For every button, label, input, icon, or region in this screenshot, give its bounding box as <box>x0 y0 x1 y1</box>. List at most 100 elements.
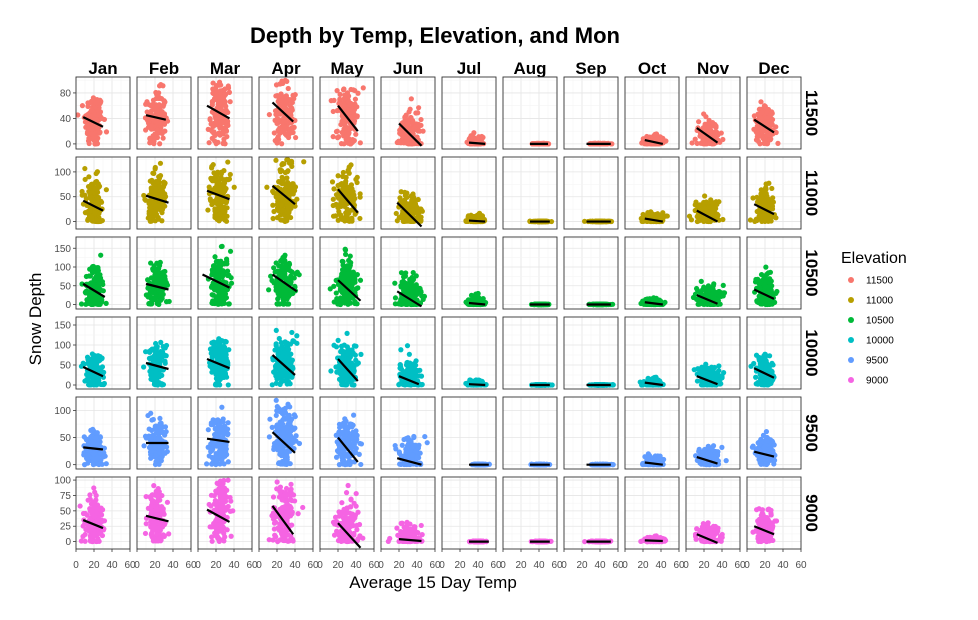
data-point <box>96 181 101 186</box>
y-tick-label: 0 <box>65 139 71 150</box>
data-point <box>278 169 283 174</box>
data-point <box>715 212 720 217</box>
data-point <box>420 129 425 134</box>
data-point <box>291 186 296 191</box>
data-point <box>704 209 709 214</box>
facet-panel <box>320 77 374 149</box>
column-strip-label: Dec <box>758 59 789 78</box>
data-point <box>345 126 350 131</box>
data-point <box>92 211 97 216</box>
data-point <box>288 273 293 278</box>
row-strip-label: 11500 <box>802 90 821 136</box>
data-point <box>273 112 278 117</box>
data-point <box>342 292 347 297</box>
data-point <box>144 99 149 104</box>
data-point <box>471 130 476 135</box>
data-point <box>330 179 335 184</box>
data-point <box>104 301 109 306</box>
data-point <box>759 194 764 199</box>
facet-panel <box>503 157 557 229</box>
data-point <box>225 110 230 115</box>
data-point <box>269 278 274 283</box>
data-point <box>95 169 100 174</box>
data-point <box>285 183 290 188</box>
data-point <box>282 128 287 133</box>
data-point <box>283 78 288 83</box>
data-point <box>344 212 349 217</box>
data-point <box>406 109 411 114</box>
data-point <box>655 135 660 140</box>
data-point <box>286 86 291 91</box>
data-point <box>764 115 769 120</box>
data-point <box>209 164 214 169</box>
data-point <box>280 98 285 103</box>
data-point <box>292 204 297 209</box>
facet-panel <box>564 157 618 229</box>
data-point <box>342 204 347 209</box>
data-point <box>149 185 154 190</box>
data-point <box>223 186 228 191</box>
data-point <box>232 185 237 190</box>
data-point <box>480 135 485 140</box>
facet-panel <box>198 157 252 229</box>
data-point <box>89 131 94 136</box>
data-point <box>284 287 289 292</box>
data-point <box>87 293 92 298</box>
data-point <box>757 141 762 146</box>
data-point <box>275 140 280 145</box>
data-point <box>758 99 763 104</box>
data-point <box>225 159 230 164</box>
data-point <box>153 295 158 300</box>
data-point <box>104 187 109 192</box>
x-axis-title: Average 15 Day Temp <box>349 573 517 592</box>
data-point <box>208 116 213 121</box>
data-point <box>346 168 351 173</box>
data-point <box>287 160 292 165</box>
data-point <box>211 298 216 303</box>
data-point <box>410 208 415 213</box>
facet-panel <box>503 77 557 149</box>
data-point <box>284 277 289 282</box>
data-point <box>228 249 233 254</box>
facet-panel <box>137 77 191 149</box>
data-point <box>343 247 348 252</box>
data-point <box>284 296 289 301</box>
data-point <box>161 102 166 107</box>
data-point <box>415 110 420 115</box>
data-point <box>88 273 93 278</box>
data-point <box>83 177 88 182</box>
data-point <box>99 297 104 302</box>
data-point <box>87 267 92 272</box>
column-strip-label: Jun <box>393 59 423 78</box>
y-axis-title: Snow Depth <box>26 273 45 366</box>
data-point <box>218 88 223 93</box>
data-point <box>280 208 285 213</box>
data-point <box>229 281 234 286</box>
data-point <box>347 189 352 194</box>
data-point <box>719 130 724 135</box>
trend-line <box>469 143 485 144</box>
data-point <box>412 126 417 131</box>
data-point <box>206 127 211 132</box>
facet-panel <box>381 157 435 229</box>
facet-panel <box>442 157 496 229</box>
facet-panel <box>686 157 740 229</box>
data-point <box>713 125 718 130</box>
data-point <box>286 301 291 306</box>
column-strip-label: Mar <box>210 59 241 78</box>
data-point <box>284 93 289 98</box>
data-point <box>152 263 157 268</box>
data-point <box>210 136 215 141</box>
data-point <box>223 104 228 109</box>
data-point <box>160 83 165 88</box>
row-strip-label: 11000 <box>802 170 821 216</box>
data-point <box>94 100 99 105</box>
data-point <box>274 301 279 306</box>
data-point <box>754 218 759 223</box>
data-point <box>280 255 285 260</box>
data-point <box>214 117 219 122</box>
data-point <box>354 104 359 109</box>
data-point <box>291 182 296 187</box>
facet-panel <box>198 237 252 309</box>
data-point <box>270 203 275 208</box>
